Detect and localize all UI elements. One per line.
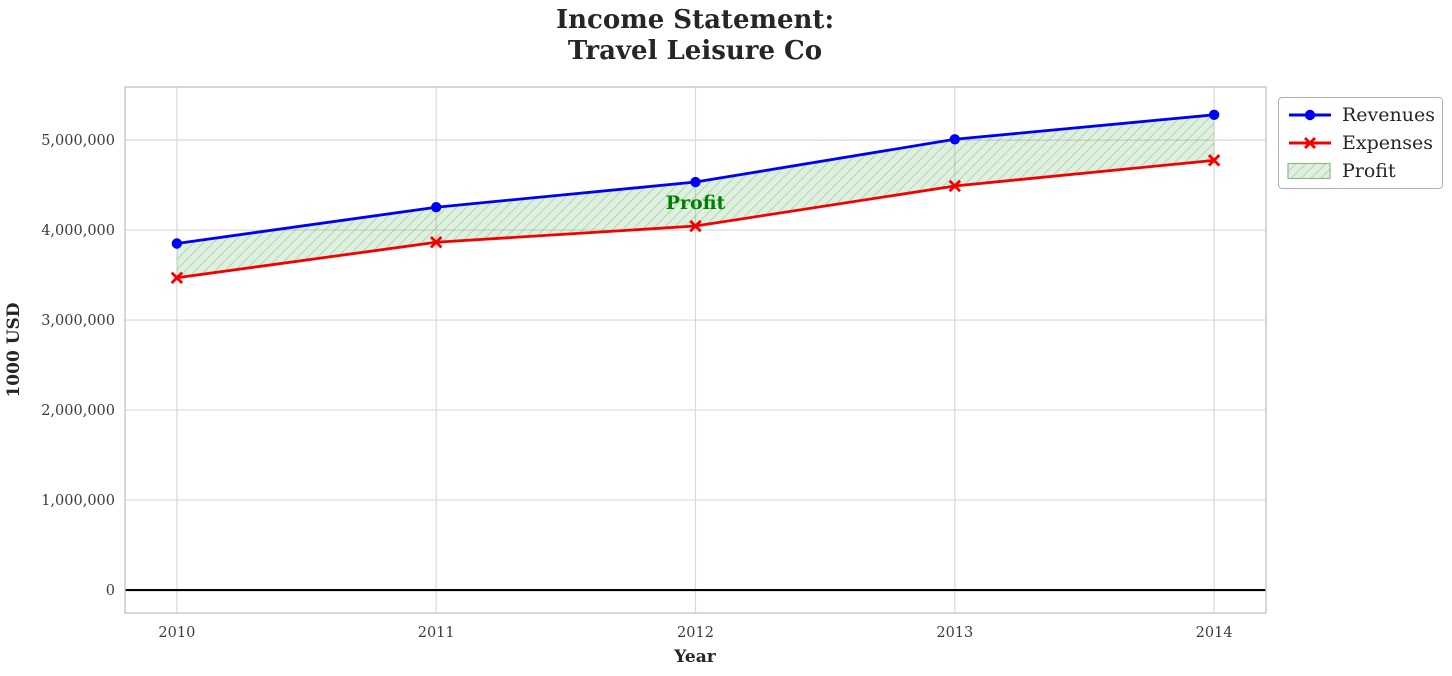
legend-label-profit: Profit: [1342, 160, 1396, 182]
revenues-marker: [171, 238, 183, 249]
x-tick-label: 2012: [677, 625, 714, 641]
y-axis-label: 1000 USD: [4, 302, 24, 398]
legend: Revenues Expenses Profit: [1278, 97, 1443, 189]
legend-label-revenues: Revenues: [1342, 104, 1435, 126]
legend-label-expenses: Expenses: [1342, 132, 1433, 154]
y-tick-label: 5,000,000: [41, 133, 115, 149]
revenues-marker: [949, 134, 961, 145]
x-tick-label: 2013: [936, 625, 973, 641]
x-tick-label: 2011: [418, 625, 455, 641]
profit-annotation: Profit: [665, 191, 726, 214]
revenues-marker: [430, 202, 442, 213]
x-axis-label: Year: [674, 647, 716, 667]
x-tick-label: 2014: [1196, 625, 1233, 641]
plot-border: [124, 86, 1267, 614]
expenses-marker: [1207, 154, 1221, 167]
legend-marker-revenues: [1304, 109, 1316, 121]
expenses-marker: [689, 219, 702, 233]
y-tick-label: 1,000,000: [41, 493, 115, 509]
legend-item-revenues: Revenues: [1287, 101, 1435, 129]
legend-patch-profit: [1287, 162, 1331, 180]
profit-legend-swatch-icon: [1287, 162, 1331, 180]
expenses-marker: [948, 179, 962, 193]
y-tick-label: 0: [106, 583, 115, 599]
revenues-legend-swatch-icon: [1289, 109, 1331, 121]
expenses-marker: [170, 271, 184, 284]
y-tick-label: 4,000,000: [41, 223, 115, 239]
chart-title: Income Statement: Travel Leisure Co: [555, 5, 835, 66]
profit-area: [176, 114, 1215, 278]
x-tick-label: 2010: [158, 625, 195, 641]
legend-item-profit: Profit: [1287, 157, 1434, 185]
revenues-marker: [1208, 109, 1220, 121]
legend-marker-expenses: [1304, 137, 1316, 149]
expenses-legend-swatch-icon: [1289, 137, 1331, 149]
y-tick-label: 2,000,000: [41, 403, 115, 419]
legend-item-expenses: Expenses: [1287, 129, 1434, 157]
revenues-marker: [690, 176, 701, 188]
expenses-marker: [429, 236, 443, 249]
y-tick-label: 3,000,000: [41, 313, 115, 329]
